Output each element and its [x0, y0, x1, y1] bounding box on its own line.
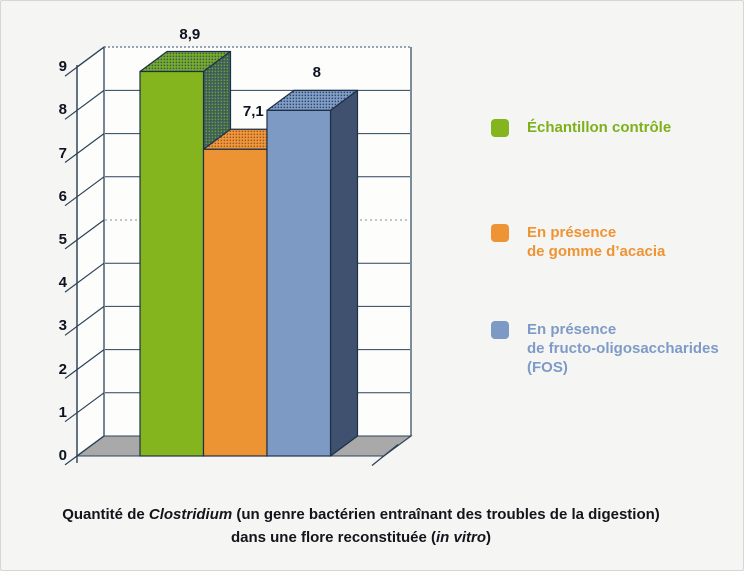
y-tick [64, 262, 105, 293]
bar-value-label: 8,9 [179, 25, 201, 43]
legend-label: En présence de gomme d’acacia [527, 223, 665, 261]
bars-group [139, 50, 359, 457]
y-axis-ticks [64, 46, 105, 466]
legend-label-line: En présence [527, 224, 617, 241]
caption-text: Quantité de [62, 506, 149, 523]
legend-swatch [491, 224, 509, 242]
y-tick [64, 46, 105, 77]
bar-side-face [329, 89, 359, 457]
y-axis-label: 8 [58, 101, 67, 119]
y-tick [64, 219, 105, 250]
legend-label: Échantillon contrôle [527, 118, 671, 137]
legend-item: En présence de gomme d’acacia [491, 223, 665, 261]
caption-italic-text: in vitro [436, 529, 487, 546]
caption-italic-text: Clostridium [148, 506, 233, 523]
caption-text: ) [486, 529, 492, 546]
bar-front-face [202, 148, 268, 457]
y-axis-label: 3 [58, 317, 67, 335]
y-axis-label: 2 [58, 360, 67, 378]
legend-label-line: de gomme d’acacia [527, 243, 666, 260]
y-tick [64, 89, 105, 120]
y-tick [64, 435, 105, 466]
legend-label: En présence de fructo-oligosaccharides (FO… [527, 320, 719, 377]
chart-left-wall [76, 45, 105, 458]
caption-line-1: Quantité de Clostridium (un genre bactér… [1, 503, 733, 526]
legend-label-line: (FOS) [527, 359, 568, 376]
y-tick [64, 176, 105, 207]
legend-item: En présence de fructo-oligosaccharides (FO… [491, 320, 719, 377]
bar-front-face [139, 70, 205, 457]
y-tick [64, 305, 105, 336]
y-axis-label: 4 [58, 274, 67, 292]
legend-label-line: En présence [527, 321, 617, 338]
y-axis-label: 7 [58, 144, 67, 162]
y-tick [64, 349, 105, 379]
legend-label-line: de fructo-oligosaccharides [527, 340, 719, 357]
legend-swatch [491, 119, 509, 137]
bar-value-label: 7,1 [242, 103, 264, 121]
y-tick [64, 392, 105, 423]
y-axis-label: 5 [58, 231, 67, 248]
legend-item: Échantillon contrôle [491, 118, 671, 137]
bar-value-label: 8 [312, 64, 321, 82]
legend-swatch [491, 321, 509, 339]
y-axis-label: 6 [58, 187, 67, 205]
chart-caption: Quantité de Clostridium (un genre bactér… [1, 503, 733, 549]
bar-fos [266, 89, 359, 457]
bar-front-face [266, 109, 332, 457]
x-axis-tick [371, 443, 399, 467]
caption-text: (un genre bactérien entraînant des troub… [232, 506, 660, 523]
caption-line-2: dans une flore reconstituée (in vitro) [1, 526, 733, 549]
y-axis-label: 0 [58, 447, 67, 464]
y-axis-label: 1 [58, 403, 67, 421]
y-tick [64, 133, 105, 163]
caption-text: dans une flore reconstituée ( [230, 529, 437, 546]
legend-label-line: Échantillon contrôle [527, 119, 672, 136]
y-axis-label: 9 [58, 58, 67, 76]
